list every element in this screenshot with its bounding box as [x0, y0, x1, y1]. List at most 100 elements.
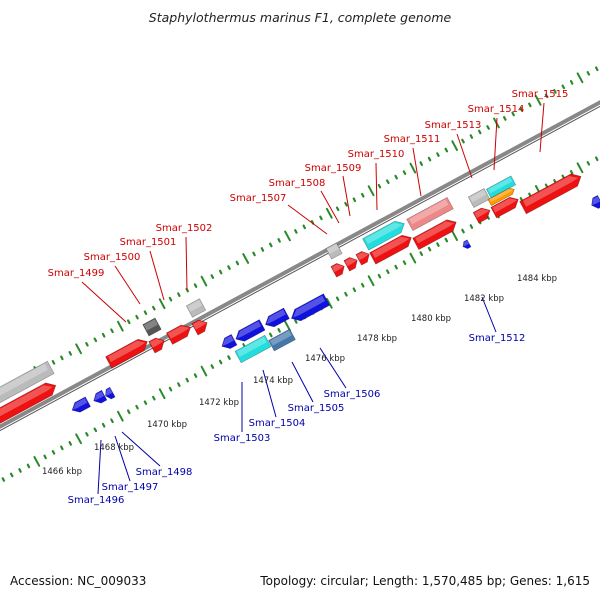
- gene-smar-1502b-shape[interactable]: [191, 317, 210, 336]
- gene-smar-1497-shape[interactable]: [91, 389, 108, 405]
- gene-smar-1499[interactable]: [105, 336, 151, 369]
- minor-tick: [218, 359, 223, 365]
- gene-red-left-shape[interactable]: [0, 379, 59, 426]
- minor-tick: [294, 319, 298, 324]
- gene-smar-1501-shape[interactable]: [142, 317, 162, 337]
- gene-smar-1501[interactable]: [142, 317, 162, 337]
- gene-smar-1514b[interactable]: [487, 186, 516, 207]
- minor-tick: [528, 192, 532, 198]
- gene-blue-right-shape[interactable]: [589, 194, 600, 210]
- minor-tick: [361, 282, 365, 288]
- gene-smar-1511-highlight: [409, 199, 449, 225]
- gene-smar-1510[interactable]: [362, 218, 408, 251]
- gene-smar-1511b-shape[interactable]: [412, 216, 460, 251]
- gene-smar-1513b[interactable]: [472, 205, 493, 224]
- gene-smar-1505[interactable]: [234, 334, 272, 364]
- gene-smar-1507[interactable]: [325, 242, 343, 260]
- gene-label-smar-1497[interactable]: Smar_1497: [102, 482, 159, 493]
- gene-smar-1502-shape[interactable]: [185, 298, 207, 318]
- gene-label-smar-1506[interactable]: Smar_1506: [324, 389, 381, 400]
- gene-label-smar-1513[interactable]: Smar_1513: [425, 120, 482, 131]
- gene-smar-1499-shape[interactable]: [105, 336, 151, 369]
- gene-smar-1507b-shape[interactable]: [330, 261, 347, 278]
- gene-label-smar-1512[interactable]: Smar_1512: [469, 333, 526, 344]
- gene-gray-left-shape[interactable]: [0, 360, 55, 408]
- gene-smar-1509[interactable]: [355, 249, 372, 266]
- minor-tick: [335, 206, 340, 212]
- gene-smar-1501b-shape[interactable]: [165, 322, 193, 345]
- callout-line: [539, 102, 545, 153]
- minor-tick: [503, 116, 507, 121]
- gene-gray-left[interactable]: [0, 360, 55, 408]
- gene-smar-1510-shape[interactable]: [362, 218, 408, 251]
- minor-tick: [85, 432, 89, 437]
- gene-smar-1514b-shape[interactable]: [487, 186, 516, 207]
- gene-label-smar-1502[interactable]: Smar_1502: [156, 223, 213, 234]
- gene-smar-1515[interactable]: [519, 170, 585, 215]
- gene-smar-1506-shape[interactable]: [268, 328, 296, 352]
- minor-tick: [419, 161, 423, 166]
- gene-smar-1511[interactable]: [406, 196, 454, 232]
- gene-features[interactable]: [0, 170, 600, 426]
- gene-smar-1503a[interactable]: [219, 333, 238, 351]
- gene-smar-1498[interactable]: [103, 386, 116, 400]
- gene-smar-1513[interactable]: [467, 188, 491, 208]
- gene-smar-1513b-shape[interactable]: [472, 205, 493, 224]
- gene-label-smar-1508[interactable]: Smar_1508: [269, 178, 326, 189]
- gene-smar-1505-shape[interactable]: [234, 334, 272, 364]
- gene-smar-1496-shape[interactable]: [69, 396, 91, 415]
- gene-label-smar-1509[interactable]: Smar_1509: [305, 163, 362, 174]
- gene-blue-right[interactable]: [589, 194, 600, 210]
- minor-tick: [260, 247, 265, 252]
- gene-label-smar-1515[interactable]: Smar_1515: [512, 89, 569, 100]
- gene-smar-1502b[interactable]: [191, 317, 210, 336]
- gene-smar-1511-shape[interactable]: [406, 196, 454, 232]
- gene-smar-1500[interactable]: [148, 335, 167, 354]
- gene-smar-1499-highlight: [107, 340, 146, 362]
- minor-tick: [101, 422, 106, 428]
- gene-smar-1512-shape[interactable]: [461, 239, 472, 250]
- gene-smar-1501b-highlight: [167, 326, 190, 339]
- gene-smar-1503b-shape[interactable]: [233, 319, 266, 345]
- gene-smar-1511b[interactable]: [412, 216, 460, 251]
- gene-label-smar-1505[interactable]: Smar_1505: [288, 403, 345, 414]
- gene-smar-1504b[interactable]: [288, 293, 331, 324]
- gene-smar-1496[interactable]: [69, 396, 91, 415]
- gene-red-left[interactable]: [0, 379, 59, 426]
- gene-smar-1503b[interactable]: [233, 319, 266, 345]
- gene-label-smar-1503[interactable]: Smar_1503: [214, 433, 271, 444]
- gene-label-smar-1501[interactable]: Smar_1501: [120, 237, 177, 248]
- gene-smar-1500-shape[interactable]: [148, 335, 167, 354]
- gene-smar-1514[interactable]: [485, 175, 517, 199]
- gene-smar-1506[interactable]: [268, 328, 296, 352]
- gene-label-smar-1514[interactable]: Smar_1514: [468, 104, 525, 115]
- gene-smar-1498-shape[interactable]: [103, 386, 116, 400]
- gene-smar-1497[interactable]: [91, 389, 108, 405]
- gene-smar-1501b[interactable]: [165, 322, 193, 345]
- gene-label-smar-1498[interactable]: Smar_1498: [136, 467, 193, 478]
- gene-label-smar-1507[interactable]: Smar_1507: [230, 193, 287, 204]
- gene-smar-1508[interactable]: [343, 255, 360, 272]
- gene-smar-1512[interactable]: [461, 239, 472, 250]
- gene-smar-1504a[interactable]: [263, 307, 290, 330]
- gene-label-smar-1496[interactable]: Smar_1496: [68, 495, 125, 506]
- gene-smar-1502[interactable]: [185, 298, 207, 318]
- gene-smar-1508-shape[interactable]: [343, 255, 360, 272]
- gene-smar-1504a-shape[interactable]: [263, 307, 290, 330]
- gene-smar-1510b-shape[interactable]: [369, 232, 415, 265]
- gene-smar-1514c-shape[interactable]: [490, 194, 521, 219]
- gene-smar-1514-shape[interactable]: [485, 175, 517, 199]
- gene-label-smar-1499[interactable]: Smar_1499: [48, 268, 105, 279]
- gene-label-smar-1511[interactable]: Smar_1511: [384, 134, 441, 145]
- gene-smar-1503a-shape[interactable]: [219, 333, 238, 351]
- gene-smar-1507-shape[interactable]: [325, 242, 343, 260]
- gene-smar-1509-shape[interactable]: [355, 249, 372, 266]
- gene-smar-1510b[interactable]: [369, 232, 415, 265]
- gene-smar-1507b[interactable]: [330, 261, 347, 278]
- gene-label-smar-1500[interactable]: Smar_1500: [84, 252, 141, 263]
- gene-smar-1515-shape[interactable]: [519, 170, 585, 215]
- gene-label-smar-1510[interactable]: Smar_1510: [348, 149, 405, 160]
- gene-smar-1504b-shape[interactable]: [288, 293, 331, 324]
- gene-label-smar-1504[interactable]: Smar_1504: [249, 418, 306, 429]
- gene-smar-1514c[interactable]: [490, 194, 521, 219]
